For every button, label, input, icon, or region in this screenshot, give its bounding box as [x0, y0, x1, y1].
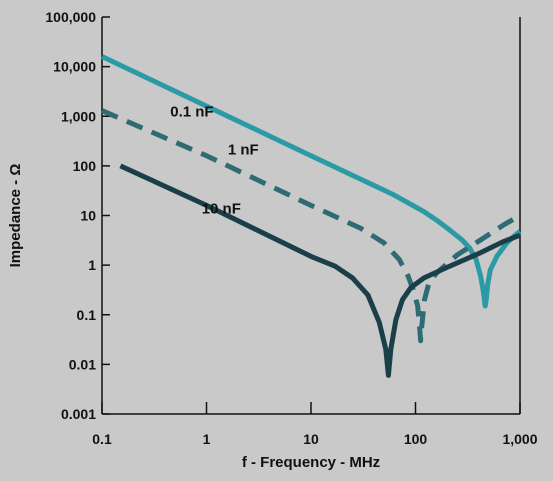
series-label-0: 0.1 nF	[170, 103, 213, 120]
y-tick-label: 0.01	[69, 356, 96, 372]
x-tick-label: 0.1	[92, 431, 112, 447]
y-tick-label: 10	[80, 208, 96, 224]
y-tick-label: 1	[88, 257, 96, 273]
y-tick-label: 0.001	[61, 406, 96, 422]
y-axis-title: Impedance - Ω	[7, 164, 24, 268]
axes	[101, 17, 521, 415]
series-line-1	[101, 108, 522, 344]
series-labels: 0.1 nF 1 nF 10 nF	[170, 103, 258, 217]
x-tick-label: 1	[203, 431, 211, 447]
y-ticks: 0.001 0.01 0.1 1 10 100 1,000 10,000 100,000	[45, 9, 110, 422]
x-axis-title: f - Frequency - MHz	[242, 454, 380, 471]
series-line-2	[119, 163, 521, 378]
series-line-0	[100, 54, 522, 309]
y-tick-label: 100,000	[45, 9, 96, 25]
x-tick-label: 100	[404, 431, 428, 447]
x-tick-label: 10	[303, 431, 319, 447]
series-group	[100, 54, 522, 378]
y-tick-label: 0.1	[77, 307, 97, 323]
y-tick-label: 100	[73, 158, 97, 174]
y-tick-label: 10,000	[53, 59, 96, 75]
series-label-2: 10 nF	[202, 200, 241, 217]
x-ticks: 0.1 1 10 100 1,000	[92, 402, 538, 447]
series-label-1: 1 nF	[228, 141, 259, 158]
y-tick-label: 1,000	[61, 108, 96, 124]
x-tick-label: 1,000	[502, 431, 537, 447]
